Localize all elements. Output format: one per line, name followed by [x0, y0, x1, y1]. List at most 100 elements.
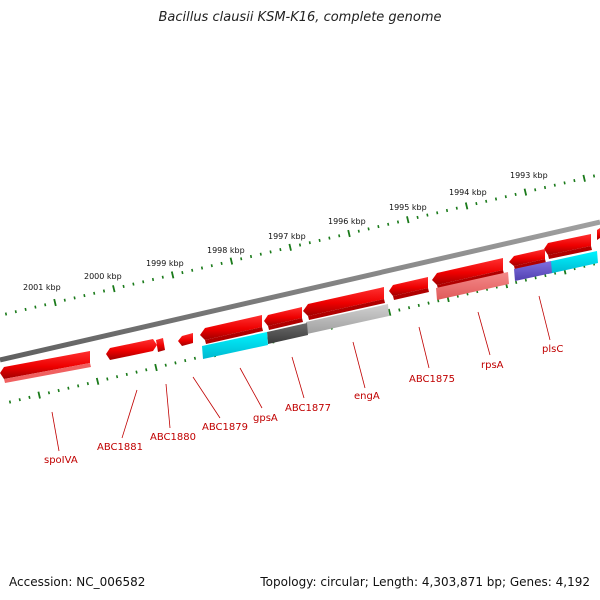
minor-tick — [367, 227, 370, 231]
minor-tick — [396, 220, 400, 224]
minor-tick — [387, 222, 390, 226]
minor-tick — [142, 280, 145, 284]
gene-arrow[interactable] — [389, 277, 429, 300]
minor-tick — [135, 370, 138, 374]
minor-tick — [524, 278, 527, 282]
minor-tick — [259, 252, 262, 256]
major-tick — [406, 216, 410, 224]
minor-tick — [494, 197, 498, 201]
minor-tick — [407, 306, 411, 310]
minor-tick — [308, 241, 311, 245]
minor-tick — [125, 372, 128, 376]
feature-block-darkgray[interactable] — [267, 323, 308, 344]
minor-tick — [455, 206, 458, 210]
minor-tick — [83, 294, 86, 298]
minor-tick — [357, 229, 360, 233]
minor-tick — [181, 271, 184, 275]
minor-tick — [47, 391, 51, 395]
kbp-labels: 1993 kbp 1994 kbp 1995 kbp 1996 kbp 1997… — [23, 171, 548, 292]
minor-tick — [210, 264, 213, 268]
feature-block-cyan[interactable] — [202, 332, 268, 359]
minor-tick — [44, 303, 47, 307]
major-tick — [53, 298, 57, 307]
minor-tick — [184, 359, 187, 363]
minor-tick — [4, 312, 8, 316]
minor-tick — [18, 398, 21, 402]
minor-tick — [34, 305, 37, 309]
genome-summary-text: Topology: circular; Length: 4,303,871 bp… — [260, 575, 590, 589]
gene-arrow[interactable] — [544, 234, 592, 259]
label-leader-lines — [51, 295, 551, 452]
minor-tick — [67, 386, 70, 390]
gene-arrow[interactable] — [178, 333, 193, 346]
gene-arrow[interactable] — [106, 339, 157, 360]
minor-tick — [220, 261, 223, 265]
major-tick — [582, 174, 586, 182]
minor-tick — [437, 299, 440, 303]
gene-label-ABC1880[interactable]: ABC1880 — [150, 432, 196, 443]
minor-tick — [377, 225, 380, 229]
feature-block-pink[interactable] — [436, 272, 509, 300]
gene-arrow[interactable] — [303, 287, 385, 320]
minor-tick — [553, 183, 556, 187]
gene-track-upper — [0, 228, 600, 383]
kbp-label-1995: 1995 kbp — [389, 203, 427, 212]
minor-tick — [73, 296, 76, 300]
gene-arrow[interactable] — [597, 228, 600, 240]
feature-block-cyan[interactable] — [547, 251, 598, 274]
kbp-label-1996: 1996 kbp — [328, 217, 366, 226]
kbp-label-2000: 2000 kbp — [84, 272, 122, 281]
minor-tick — [115, 375, 119, 379]
minor-tick — [563, 181, 566, 185]
minor-tick — [338, 234, 341, 238]
gene-arrow[interactable] — [509, 249, 546, 270]
minor-tick — [515, 280, 518, 284]
major-tick — [229, 257, 234, 265]
major-tick — [154, 363, 158, 372]
major-tick — [464, 202, 469, 210]
minor-tick — [485, 199, 488, 203]
minor-tick — [132, 282, 135, 286]
gene-arrow[interactable] — [200, 315, 263, 344]
feature-block-lightgray[interactable] — [306, 304, 389, 334]
minor-tick — [475, 202, 478, 206]
minor-tick — [57, 388, 60, 393]
gene-label-plsC[interactable]: plsC — [542, 344, 563, 355]
minor-tick — [151, 277, 155, 282]
gene-label-ABC1875[interactable]: ABC1875 — [409, 374, 455, 385]
major-tick — [523, 188, 528, 196]
minor-tick — [14, 310, 17, 314]
gene-label-spoIVA[interactable]: spoIVA — [44, 455, 78, 466]
gene-label-ABC1877[interactable]: ABC1877 — [285, 403, 331, 414]
gene-label-ABC1881[interactable]: ABC1881 — [97, 442, 143, 453]
gene-arrow[interactable] — [264, 307, 303, 330]
minor-tick — [191, 268, 194, 272]
gene-label-rpsA[interactable]: rpsA — [481, 360, 504, 371]
minor-tick — [328, 236, 331, 240]
major-tick — [288, 243, 292, 251]
minor-tick — [298, 243, 302, 247]
gene-label-gpsA[interactable]: gpsA — [253, 413, 278, 424]
kbp-label-1993: 1993 kbp — [510, 171, 548, 180]
minor-tick — [193, 356, 197, 360]
feature-block-purple[interactable] — [514, 261, 552, 281]
minor-tick — [573, 179, 576, 183]
gene-labels: spoIVA ABC1881 ABC1880 ABC1879 gpsA ABC1… — [44, 344, 563, 466]
minor-tick — [445, 208, 449, 213]
minor-tick — [426, 213, 429, 217]
minor-tick — [534, 276, 537, 280]
gene-label-engA[interactable]: engA — [354, 391, 380, 402]
minor-tick — [63, 298, 66, 302]
minor-tick — [8, 400, 12, 404]
major-tick — [112, 285, 116, 293]
minor-tick — [504, 195, 507, 199]
kbp-label-2001: 2001 kbp — [23, 283, 61, 292]
gene-label-ABC1879[interactable]: ABC1879 — [202, 422, 248, 433]
major-tick — [170, 271, 175, 279]
minor-tick — [269, 250, 272, 254]
minor-tick — [249, 254, 253, 259]
gene-arrow[interactable] — [156, 338, 165, 352]
gene-arrow[interactable] — [0, 351, 91, 383]
kbp-label-1994: 1994 kbp — [449, 188, 487, 197]
